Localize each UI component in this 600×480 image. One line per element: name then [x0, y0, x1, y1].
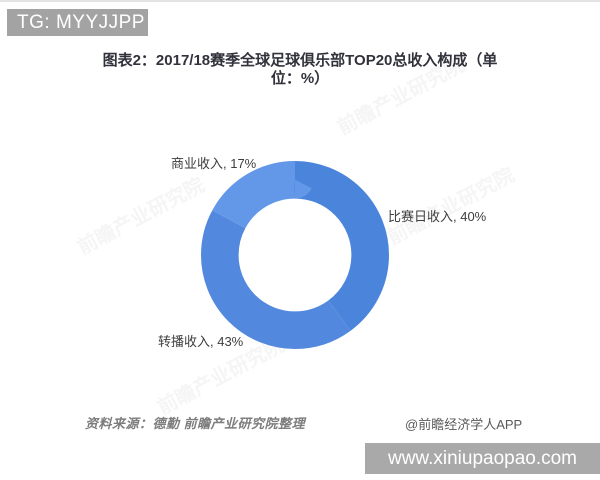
slice-label-matchday: 比赛日收入, 40% — [388, 209, 487, 224]
top-divider — [0, 0, 600, 2]
source-note: 资料来源：德勤 前瞻产业研究院整理 — [85, 416, 306, 431]
slice-label-broadcast: 转播收入, 43% — [158, 334, 244, 349]
tg-badge: TG: MYYJJPP — [7, 9, 148, 36]
donut-segment-转播收入 — [201, 161, 389, 349]
donut-segment-商业收入 — [201, 161, 389, 349]
site-url-bar: www.xiniupaopao.com — [365, 443, 600, 474]
chart-title: 图表2：2017/18赛季全球足球俱乐部TOP20总收入构成（单位：%） — [102, 52, 498, 87]
credit-line: @前瞻经济学人APP — [405, 417, 523, 432]
watermark: 前瞻产业研究院 — [74, 174, 209, 260]
donut-chart — [201, 161, 389, 349]
watermark: 前瞻产业研究院 — [384, 164, 519, 250]
slice-label-commercial: 商业收入, 17% — [171, 156, 257, 171]
